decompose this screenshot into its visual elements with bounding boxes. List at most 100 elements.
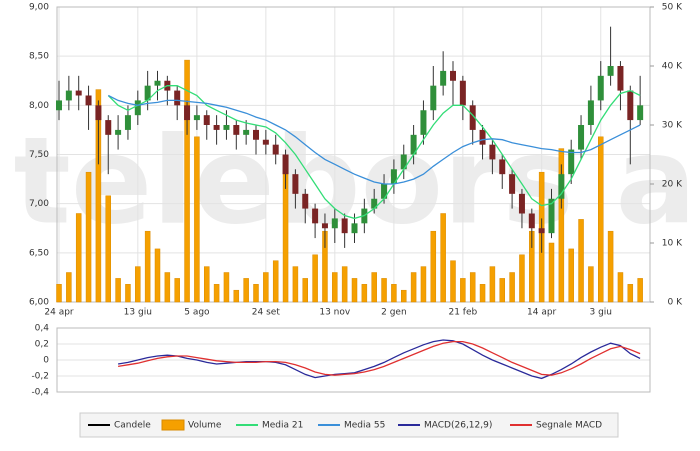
volume-bar — [194, 136, 200, 303]
volume-bar — [213, 284, 220, 303]
y2-tick-label: 30 K — [662, 121, 683, 131]
candle-body — [627, 90, 634, 121]
candle-body — [282, 154, 289, 175]
volume-bar — [391, 284, 397, 303]
candle-body — [174, 90, 181, 106]
candle-body — [223, 125, 230, 130]
line-series — [108, 94, 641, 185]
volume-bar — [519, 254, 525, 303]
volume-bar — [351, 278, 358, 303]
volume-bar — [558, 148, 565, 303]
candle-body — [410, 134, 417, 155]
y-tick-label: -0,2 — [31, 372, 49, 382]
volume-bar — [164, 272, 171, 303]
volume-bar — [263, 272, 269, 303]
candle-body — [341, 218, 348, 234]
candle-body — [262, 139, 269, 145]
candle-body — [213, 125, 220, 130]
candle-body — [184, 105, 191, 121]
y-tick-label: 6,50 — [29, 248, 49, 258]
y-tick-label: 0 — [43, 356, 49, 366]
volume-bar — [95, 89, 102, 303]
volume-bar — [410, 272, 417, 303]
y-tick-label: 6,00 — [29, 298, 49, 308]
candle-body — [499, 159, 506, 175]
candle-body — [489, 144, 496, 160]
volume-bar — [56, 284, 62, 303]
candle-body — [292, 174, 299, 194]
y2-tick-label: 20 K — [662, 180, 683, 190]
candle-body — [420, 110, 427, 135]
legend-label: MACD(26,12,9) — [424, 421, 492, 431]
volume-bar — [174, 278, 180, 303]
volume-bar — [312, 254, 318, 303]
legend-swatch — [161, 419, 185, 431]
candle-body — [85, 95, 92, 106]
candle-body — [459, 80, 466, 106]
candle-body — [528, 213, 535, 229]
volume-bar — [469, 272, 476, 303]
volume-bar — [85, 171, 92, 303]
candle-body — [75, 90, 82, 96]
candle-body — [351, 223, 358, 234]
candle-body — [243, 129, 250, 135]
volume-bar — [332, 272, 338, 303]
volume-bar — [204, 266, 210, 303]
y-tick-label: 0,4 — [35, 324, 50, 334]
volume-bar — [578, 219, 584, 303]
volume-bar — [637, 278, 643, 303]
candle-body — [203, 115, 210, 125]
candle-body — [115, 129, 122, 135]
x-tick-label: 3 giu — [589, 308, 612, 318]
x-tick-label: 13 giu — [124, 308, 152, 318]
volume-bar — [499, 278, 505, 303]
volume-bar — [272, 260, 279, 303]
x-tick-label: 24 set — [252, 308, 281, 318]
candle-body — [450, 70, 456, 81]
y-tick-label: 7,50 — [29, 150, 49, 160]
x-tick-label: 24 apr — [44, 308, 74, 318]
y2-tick-label: 0 K — [668, 298, 684, 308]
volume-bar — [598, 136, 604, 303]
plot-frame — [56, 327, 651, 393]
candle-body — [578, 125, 585, 150]
candle-body — [65, 90, 72, 101]
y2-tick-label: 10 K — [662, 239, 683, 249]
volume-bar — [627, 284, 634, 303]
candle-body — [597, 75, 604, 101]
volume-bar — [302, 278, 308, 303]
candle-body — [637, 105, 644, 121]
candle-body — [233, 125, 240, 135]
volume-bar — [184, 59, 190, 303]
x-tick-label: 21 feb — [448, 308, 477, 318]
volume-bar — [135, 266, 141, 303]
legend-label: Segnale MACD — [536, 421, 602, 431]
candle-body — [587, 100, 594, 125]
y-tick-label: 7,00 — [29, 199, 49, 209]
candle-body — [518, 193, 525, 214]
candle-body — [144, 85, 151, 101]
x-tick-label: 2 gen — [381, 308, 407, 318]
volume-bar — [489, 266, 496, 303]
candle-body — [509, 174, 516, 194]
candle-body — [105, 120, 112, 135]
legend-label: Candele — [114, 421, 151, 431]
volume-bar — [253, 284, 259, 303]
candle-body — [607, 66, 614, 76]
candle-body — [617, 66, 624, 91]
volume-bar — [568, 248, 574, 303]
volume-bar — [548, 242, 555, 303]
y2-tick-label: 40 K — [662, 62, 683, 72]
candle-body — [440, 70, 447, 86]
candle-body — [56, 100, 62, 111]
y-tick-label: 9,00 — [29, 3, 49, 13]
volume-bar — [144, 230, 151, 303]
candle-body — [390, 169, 397, 184]
volume-bar — [66, 272, 72, 303]
legend-label: Media 55 — [344, 421, 385, 431]
line-series — [117, 340, 641, 376]
candle-body — [312, 208, 319, 224]
candle-body — [538, 228, 545, 234]
volume-bar — [282, 171, 289, 303]
